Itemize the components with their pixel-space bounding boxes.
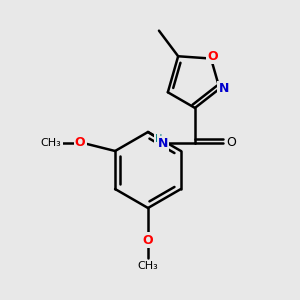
Text: CH₃: CH₃ (138, 261, 158, 271)
Text: N: N (218, 82, 229, 95)
Text: CH₃: CH₃ (41, 138, 62, 148)
Text: H: H (155, 134, 163, 144)
Text: O: O (226, 136, 236, 149)
Text: N: N (158, 137, 168, 150)
Text: O: O (143, 233, 153, 247)
Text: O: O (208, 50, 218, 63)
Text: O: O (75, 136, 86, 149)
